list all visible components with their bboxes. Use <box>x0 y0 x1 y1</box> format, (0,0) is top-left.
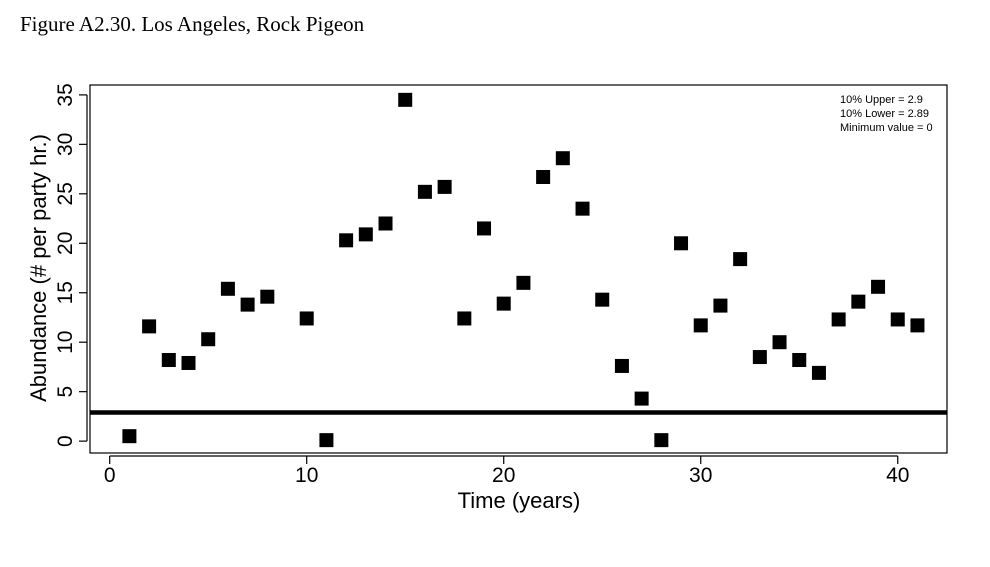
data-point <box>398 92 413 107</box>
data-point <box>831 312 846 327</box>
data-point <box>871 279 886 294</box>
y-tick-label: 30 <box>54 133 77 156</box>
y-tick-label: 15 <box>54 281 77 304</box>
data-point <box>161 353 176 368</box>
y-tick-label: 20 <box>54 232 77 255</box>
data-point <box>910 318 925 333</box>
y-axis-label: Abundance (# per party hr.) <box>26 134 51 402</box>
data-point <box>713 298 728 313</box>
data-point <box>595 292 610 307</box>
data-point <box>496 296 511 311</box>
data-point <box>220 281 235 296</box>
data-point <box>772 335 787 350</box>
data-point <box>142 319 157 334</box>
figure-title: Figure A2.30. Los Angeles, Rock Pigeon <box>20 12 365 36</box>
y-tick-label: 10 <box>54 331 77 354</box>
data-point <box>693 318 708 333</box>
x-axis: 0 10 20 30 40 <box>104 455 909 487</box>
annotation-lower: 10% Lower = 2.89 <box>840 108 929 120</box>
data-point <box>555 151 570 166</box>
data-point <box>299 311 314 326</box>
data-point <box>575 201 590 216</box>
data-point <box>437 179 452 194</box>
data-point <box>792 353 807 368</box>
x-tick-label: 30 <box>689 464 712 487</box>
y-axis: 0 5 10 15 20 25 30 35 <box>54 83 88 447</box>
annotation-minimum: Minimum value = 0 <box>840 122 933 134</box>
data-points <box>122 92 925 448</box>
plot-frame <box>89 84 948 454</box>
annotation-box: 10% Upper = 2.9 10% Lower = 2.89 Minimum… <box>840 94 933 134</box>
data-point <box>516 275 531 290</box>
data-point <box>674 236 689 251</box>
x-axis-label: Time (years) <box>458 488 581 513</box>
y-tick-label: 5 <box>54 386 77 398</box>
data-point <box>358 227 373 242</box>
data-point <box>654 433 669 448</box>
data-point <box>733 252 748 267</box>
data-point <box>457 311 472 326</box>
y-tick-label: 25 <box>54 182 77 205</box>
data-point <box>201 332 216 347</box>
data-point <box>122 429 137 444</box>
data-point <box>851 294 866 309</box>
data-point <box>378 216 393 231</box>
data-point <box>811 365 826 380</box>
data-point <box>536 170 551 184</box>
x-tick-label: 40 <box>886 464 909 487</box>
y-tick-label: 0 <box>54 435 77 447</box>
data-point <box>890 312 905 327</box>
data-point <box>260 289 275 304</box>
data-point <box>614 358 629 373</box>
data-point <box>339 233 354 248</box>
data-point <box>477 221 492 236</box>
data-point <box>319 433 334 448</box>
x-tick-label: 20 <box>492 464 515 487</box>
x-tick-label: 0 <box>104 464 116 487</box>
data-point <box>181 355 196 370</box>
x-tick-label: 10 <box>295 464 318 487</box>
data-point <box>240 297 255 312</box>
data-point <box>417 184 432 199</box>
annotation-upper: 10% Upper = 2.9 <box>840 94 923 106</box>
data-point <box>752 350 767 365</box>
data-point <box>634 391 649 406</box>
y-tick-label: 35 <box>54 83 77 106</box>
